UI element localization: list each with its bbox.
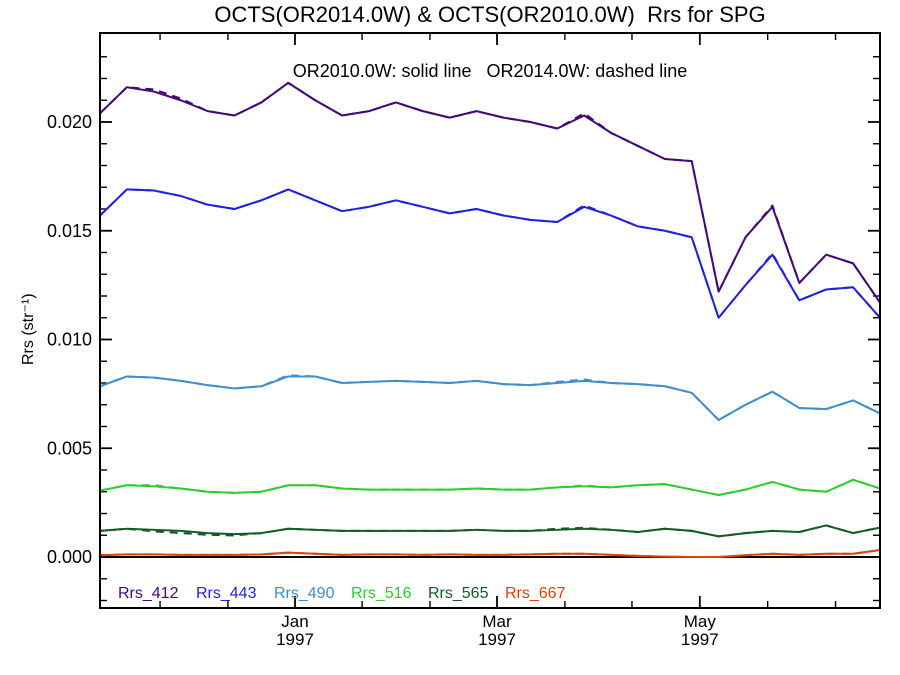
series-line-Rrs_412-dashed	[99, 81, 881, 304]
legend-label-Rrs_667: Rrs_667	[505, 585, 566, 602]
x-tick-label-month: May	[684, 612, 717, 631]
legend-label-Rrs_490: Rrs_490	[274, 585, 335, 602]
x-tick-label-month: Jan	[281, 612, 308, 631]
series-line-Rrs_667-dashed	[99, 549, 881, 558]
series-line-Rrs_565-solid	[99, 524, 881, 538]
series-line-Rrs_565-dashed	[99, 524, 881, 538]
series-line-Rrs_490-dashed	[99, 374, 881, 421]
chart-subtitle: OR2010.0W: solid line OR2014.0W: dashed …	[292, 61, 688, 81]
series-line-Rrs_443-dashed	[99, 188, 881, 319]
chart-title: OCTS(OR2014.0W) & OCTS(OR2010.0W) Rrs fo…	[214, 2, 766, 27]
legend-label-Rrs_412: Rrs_412	[118, 585, 179, 602]
x-tick-label-month: Mar	[482, 612, 512, 631]
plot-frame	[99, 32, 881, 609]
legend-label-Rrs_516: Rrs_516	[351, 585, 412, 602]
y-axis-title: Rrs (str⁻¹)	[20, 293, 37, 365]
legend-label-Rrs_443: Rrs_443	[196, 585, 257, 602]
y-tick-label: 0.015	[47, 221, 92, 241]
legend-label-Rrs_565: Rrs_565	[428, 585, 489, 602]
series-line-Rrs_516-dashed	[99, 478, 881, 497]
x-tick-label-year: 1997	[681, 630, 719, 649]
y-tick-label: 0.010	[47, 330, 92, 350]
series-line-Rrs_412-solid	[99, 81, 881, 304]
y-tick-label: 0.005	[47, 438, 92, 458]
x-tick-label-year: 1997	[276, 630, 314, 649]
y-tick-label: 0.020	[47, 112, 92, 132]
y-tick-label: 0.000	[47, 547, 92, 567]
x-tick-label-year: 1997	[478, 630, 516, 649]
series-line-Rrs_443-solid	[99, 188, 881, 319]
